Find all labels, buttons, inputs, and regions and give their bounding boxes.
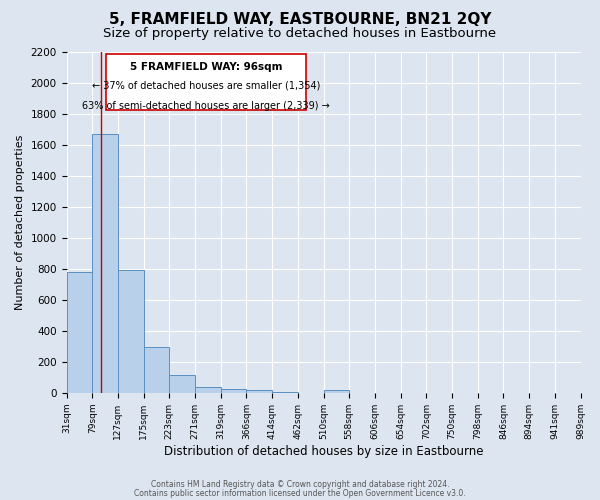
FancyBboxPatch shape — [106, 54, 305, 110]
Bar — [143, 347, 169, 393]
Text: Size of property relative to detached houses in Eastbourne: Size of property relative to detached ho… — [103, 28, 497, 40]
Text: ← 37% of detached houses are smaller (1,354): ← 37% of detached houses are smaller (1,… — [92, 81, 320, 91]
Bar — [247, 390, 272, 393]
Bar — [272, 392, 298, 393]
Bar — [195, 387, 221, 393]
Bar — [67, 272, 92, 393]
Bar — [118, 270, 143, 393]
X-axis label: Distribution of detached houses by size in Eastbourne: Distribution of detached houses by size … — [164, 444, 483, 458]
Text: Contains public sector information licensed under the Open Government Licence v3: Contains public sector information licen… — [134, 489, 466, 498]
Text: 5, FRAMFIELD WAY, EASTBOURNE, BN21 2QY: 5, FRAMFIELD WAY, EASTBOURNE, BN21 2QY — [109, 12, 491, 28]
Bar — [169, 375, 195, 393]
Text: 5 FRAMFIELD WAY: 96sqm: 5 FRAMFIELD WAY: 96sqm — [130, 62, 282, 72]
Bar — [323, 390, 349, 393]
Text: Contains HM Land Registry data © Crown copyright and database right 2024.: Contains HM Land Registry data © Crown c… — [151, 480, 449, 489]
Bar — [221, 388, 247, 393]
Y-axis label: Number of detached properties: Number of detached properties — [15, 134, 25, 310]
Text: 63% of semi-detached houses are larger (2,339) →: 63% of semi-detached houses are larger (… — [82, 101, 330, 111]
Bar — [92, 134, 118, 393]
